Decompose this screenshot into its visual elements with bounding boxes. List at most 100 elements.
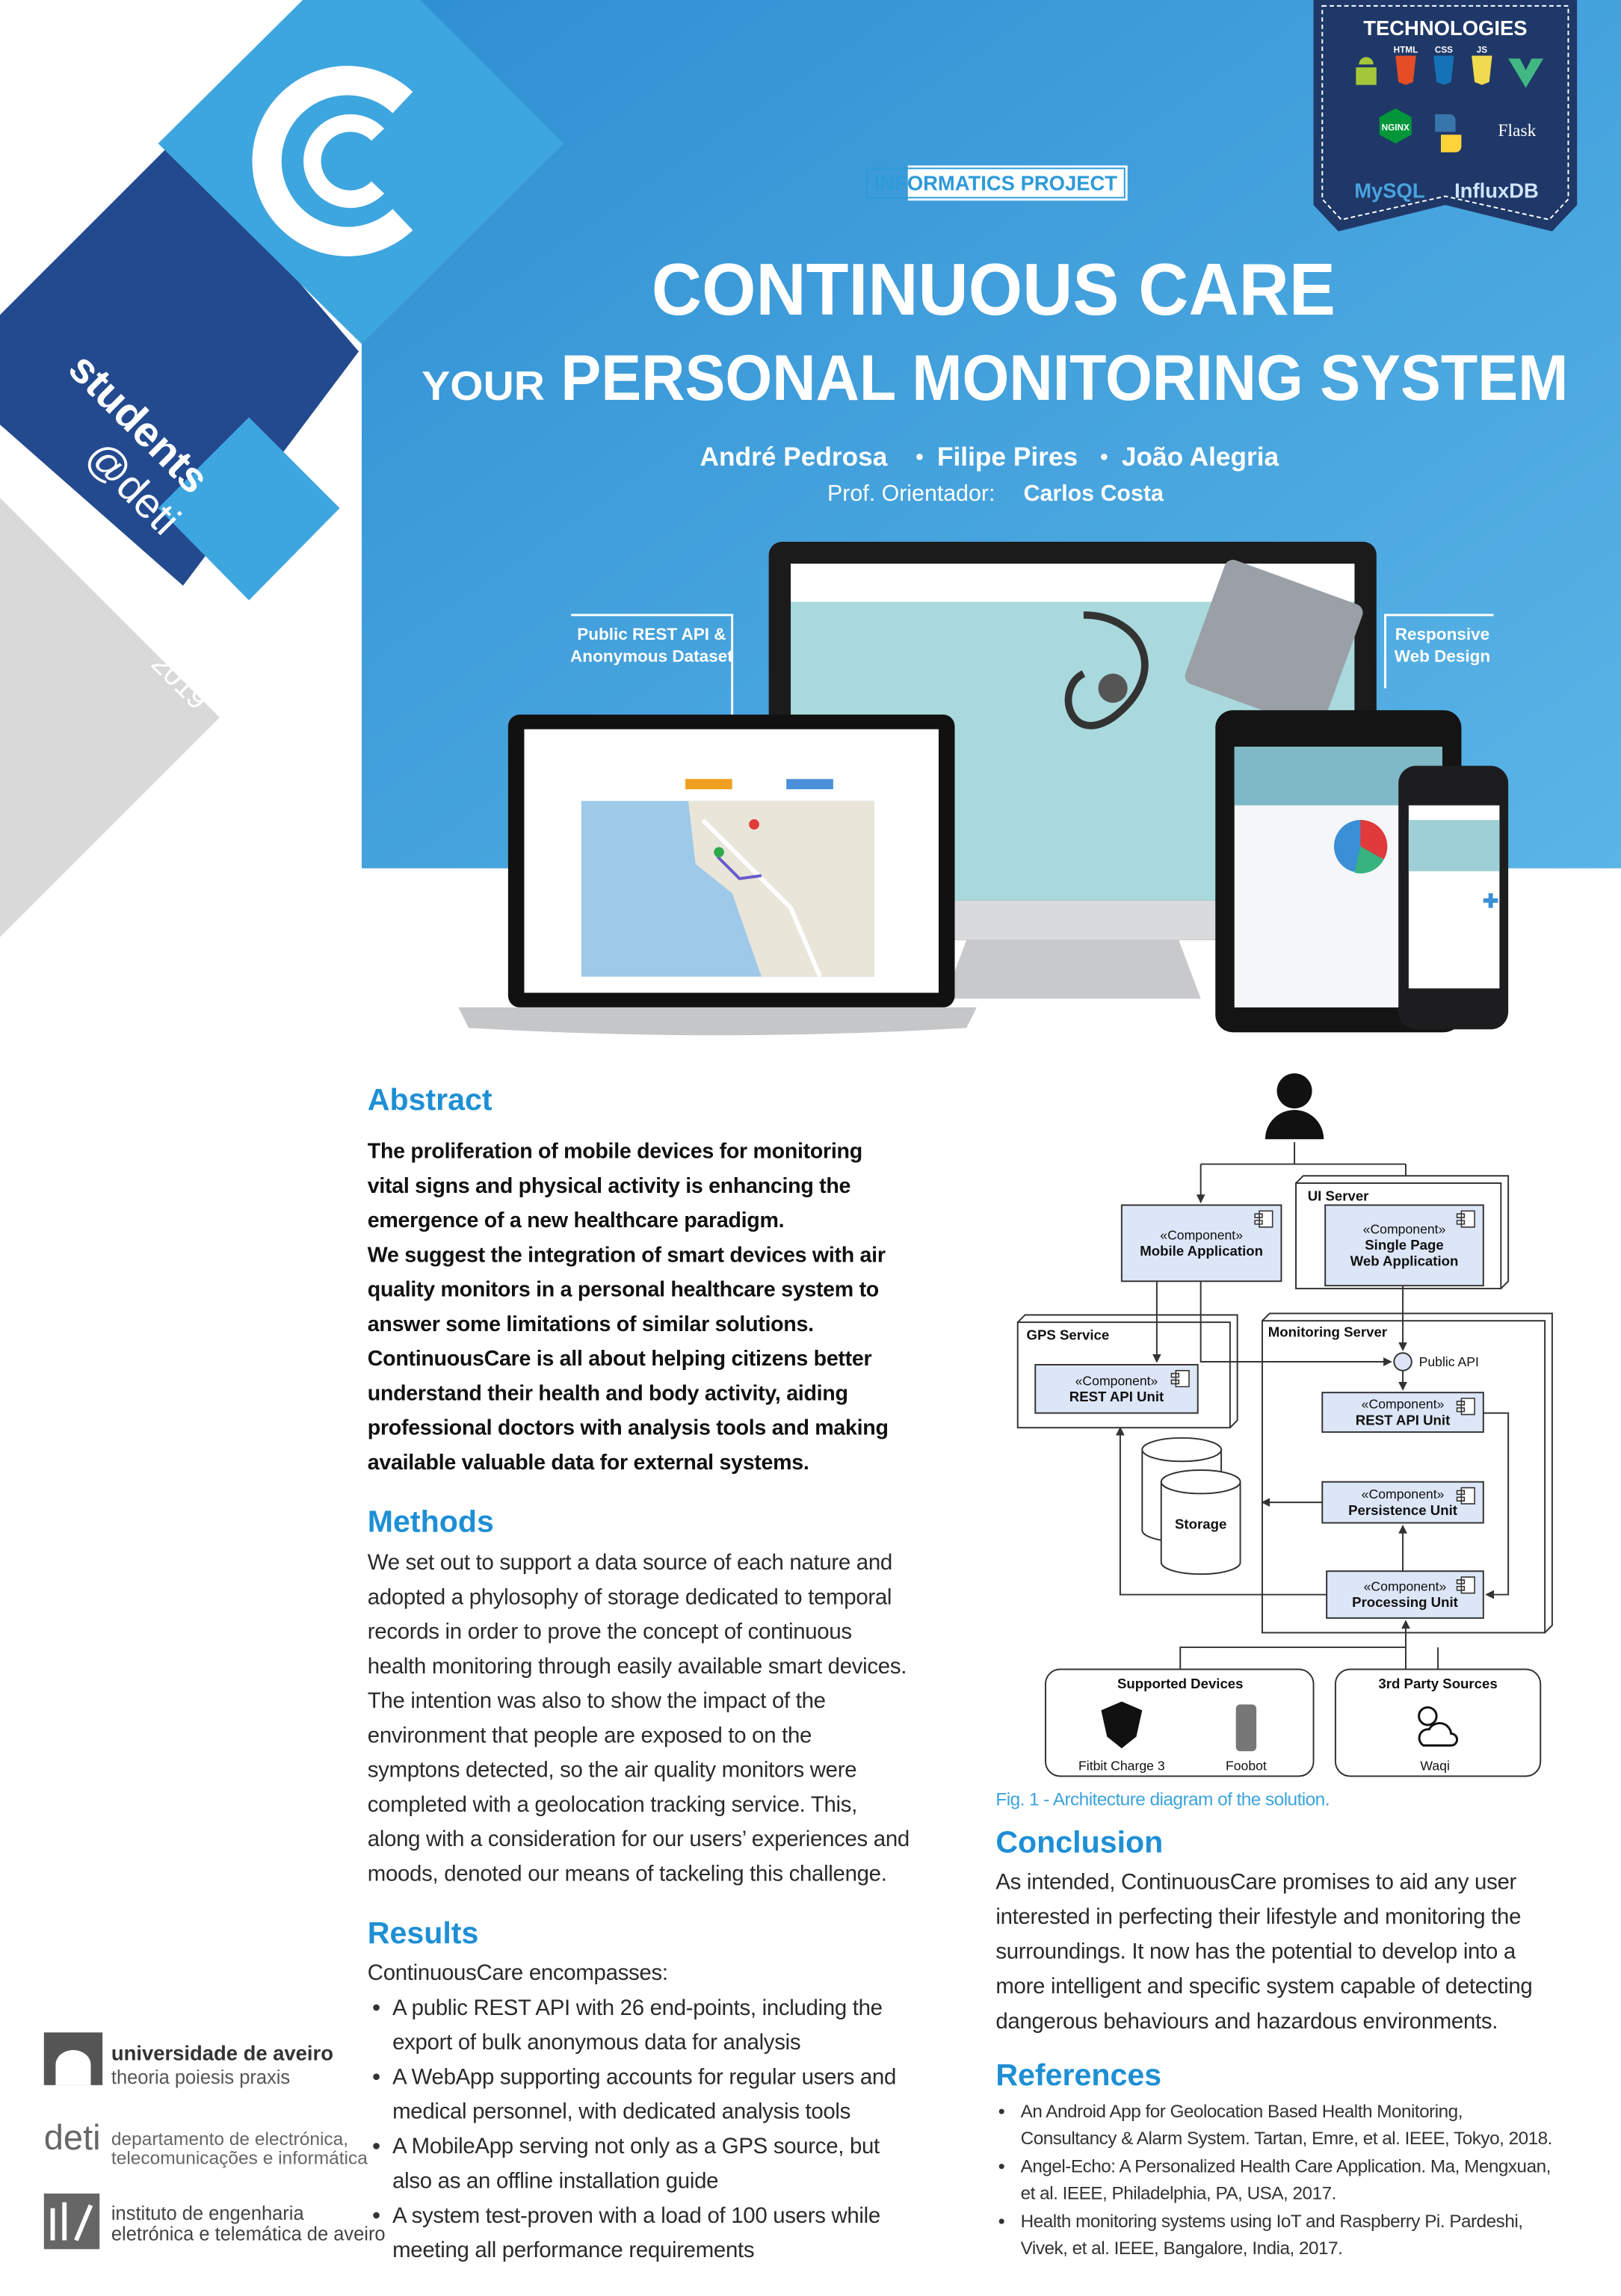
- component: [1034, 1363, 1199, 1414]
- component-label: Processing Unit: [1352, 1594, 1458, 1610]
- small-diamond: [158, 417, 340, 601]
- callout-text: Responsive: [1395, 625, 1489, 644]
- component-stereotype: «Component»: [1364, 1579, 1447, 1594]
- conclusion-line: dangerous behaviours and hazardous envir…: [995, 2009, 1498, 2034]
- results-intro: ContinuousCare encompasses:: [368, 1960, 668, 1985]
- component-icon: [1456, 1487, 1475, 1505]
- methods-line: symptons detected, so the air quality mo…: [368, 1758, 856, 1783]
- abstract-line: quality monitors in a personal healthcar…: [368, 1278, 879, 1302]
- badge-border: [865, 167, 1126, 199]
- container-label: Monitoring Server: [1268, 1324, 1387, 1340]
- bullet: [998, 2108, 1004, 2114]
- abstract-line: available valuable data for external sys…: [368, 1451, 809, 1475]
- abstract-line: professional doctors with analysis tools…: [368, 1416, 889, 1440]
- section-heading: Abstract: [368, 1082, 493, 1117]
- component-stereotype: «Component»: [1362, 1397, 1445, 1412]
- phone-hero: [1408, 820, 1500, 871]
- bullet-line: medical personnel, with dedicated analys…: [392, 2099, 850, 2124]
- laptop-button: [685, 779, 732, 789]
- user-head: [1276, 1073, 1312, 1109]
- map-road: [701, 818, 822, 978]
- screen-laptop-photo: [1185, 560, 1363, 729]
- conclusion-line: interested in perfecting their lifestyle…: [995, 1904, 1521, 1929]
- bullet-line: A WebApp supporting accounts for regular…: [392, 2065, 896, 2090]
- stethoscope: [1064, 611, 1149, 729]
- component-label: Single Page: [1365, 1237, 1444, 1253]
- component: [1326, 1570, 1484, 1619]
- container-label: Supported Devices: [1117, 1676, 1244, 1691]
- component-stereotype: «Component»: [1363, 1222, 1446, 1237]
- methods-line: moods, denoted our means of tackeling th…: [368, 1861, 887, 1886]
- component-icon: [1456, 1576, 1475, 1594]
- section-heading: Conclusion: [995, 1824, 1163, 1859]
- advisor: Carlos Costa: [1024, 481, 1164, 506]
- interface-label: Public API: [1419, 1354, 1479, 1369]
- author: Filipe Pires: [937, 442, 1078, 472]
- user-body: [1265, 1110, 1324, 1140]
- component-label: REST API Unit: [1069, 1389, 1164, 1404]
- container-label: 3rd Party Sources: [1378, 1676, 1497, 1691]
- bullet-line: export of bulk anonymous data for analys…: [392, 2030, 800, 2055]
- reference-line: Health monitoring systems using IoT and …: [1021, 2212, 1523, 2232]
- weather-cloud: [1418, 1722, 1458, 1747]
- tech-logo: InfluxDB: [1454, 179, 1539, 202]
- component-icon: [1456, 1210, 1475, 1228]
- author-separator: [1101, 453, 1108, 460]
- nginx-logo: [1379, 108, 1412, 144]
- tech-logo: NGINX: [1382, 123, 1410, 132]
- interface: [1393, 1352, 1412, 1371]
- source-label: Waqi: [1420, 1759, 1450, 1774]
- callout-text: Anonymous Dataset: [570, 647, 733, 666]
- component-stereotype: «Component»: [1160, 1227, 1243, 1242]
- gray-triangle: [0, 498, 220, 937]
- callout-text: Web Design: [1395, 647, 1490, 666]
- tech-logo: Flask: [1498, 121, 1536, 141]
- methods-line: environment that people are exposed to o…: [368, 1723, 812, 1747]
- component-icon: [1170, 1370, 1190, 1388]
- arrow: [1179, 1621, 1439, 1670]
- component-stereotype: «Component»: [1362, 1487, 1445, 1502]
- tech-title: TECHNOLOGIES: [1363, 16, 1527, 40]
- advisor-label: Prof. Orientador:: [827, 481, 995, 506]
- author-separator: [916, 453, 923, 460]
- container-label: GPS Service: [1027, 1327, 1110, 1343]
- methods-line: records in order to prove the concept of…: [368, 1620, 852, 1644]
- bullet: [998, 2218, 1004, 2224]
- js-logo: [1472, 55, 1492, 85]
- author: João Alegria: [1122, 442, 1279, 472]
- component: [1321, 1392, 1484, 1434]
- pie-b: [1360, 820, 1388, 860]
- arrow: [1199, 1281, 1392, 1366]
- map-pin: [749, 819, 759, 830]
- methods-line: completed with a geolocation tracking se…: [368, 1792, 857, 1817]
- arrow: [1116, 1426, 1327, 1596]
- storage-top: [1141, 1436, 1223, 1463]
- author: André Pedrosa: [700, 442, 888, 472]
- stethoscope-head: [1098, 673, 1128, 703]
- component-icon: [1456, 1398, 1475, 1416]
- abstract-line: emergence of a new healthcare paradigm.: [368, 1209, 784, 1232]
- abstract-line: answer some limitations of similar solut…: [368, 1312, 814, 1336]
- bullet-line: A public REST API with 26 end-points, in…: [392, 1996, 883, 2020]
- title: CONTINUOUS CARE: [652, 248, 1336, 330]
- bullet-line: A system test-proven with a load of 100 …: [392, 2203, 880, 2228]
- badge-box: [907, 165, 1128, 201]
- component: [1324, 1204, 1484, 1287]
- reference-line: Angel-Echo: A Personalized Health Care A…: [1021, 2156, 1551, 2176]
- weather-sun: [1418, 1706, 1438, 1726]
- component-label: Mobile Application: [1140, 1243, 1263, 1259]
- pie-c: [1354, 846, 1384, 874]
- map-track: [716, 855, 762, 880]
- map-land: [688, 800, 874, 977]
- bullet: [373, 2143, 380, 2150]
- conclusion-line: As intended, ContinuousCare promises to …: [995, 1869, 1516, 1894]
- bullet: [373, 2073, 380, 2081]
- methods-line: along with a consideration for our users…: [368, 1827, 910, 1851]
- foobot-icon: [1235, 1704, 1257, 1752]
- callout-text: Public REST API &: [577, 625, 726, 644]
- methods-line: health monitoring through easily availab…: [368, 1654, 907, 1679]
- section-heading: Methods: [368, 1504, 494, 1538]
- bullet-line: also as an offline installation guide: [392, 2168, 718, 2193]
- section-heading: Results: [368, 1916, 479, 1950]
- reference-line: Consultancy & Alarm System. Tartan, Emre…: [1021, 2129, 1552, 2149]
